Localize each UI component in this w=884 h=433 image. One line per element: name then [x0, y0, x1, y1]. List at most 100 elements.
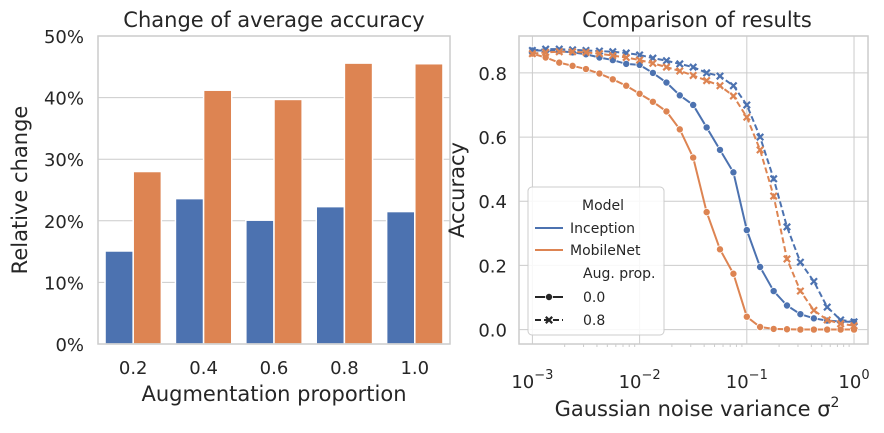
data-point — [715, 245, 724, 254]
data-point — [608, 51, 617, 60]
data-point — [742, 101, 751, 109]
bar-chart-y-tick-label: 50% — [44, 27, 84, 48]
bar-chart-x-tick-label: 0.8 — [330, 358, 359, 379]
line-chart: 0.0 0.2 0.4 0.6 0.8 10−3 10−2 10−1 100 Comparis… — [445, 8, 870, 421]
line-chart-frame — [518, 35, 869, 345]
bar — [245, 219, 275, 345]
bar — [104, 250, 134, 345]
data-point — [622, 59, 631, 68]
data-point — [568, 61, 577, 70]
data-point — [675, 59, 684, 68]
bar — [132, 170, 163, 345]
data-point — [769, 287, 778, 296]
data-point — [836, 325, 845, 334]
data-point — [662, 78, 671, 87]
line-chart-x-tick-label: 10−2 — [619, 368, 661, 393]
bar-chart-frame — [97, 35, 451, 345]
data-point — [729, 92, 738, 100]
data-point — [756, 322, 765, 331]
data-point — [782, 325, 791, 334]
data-point — [689, 153, 698, 162]
data-point — [836, 319, 845, 328]
line-chart-y-tick-label: 0.0 — [478, 321, 507, 342]
bar-chart-y-tick-label: 20% — [44, 212, 84, 233]
line-chart-y-tick-label: 0.2 — [478, 256, 507, 277]
bar-chart-bars — [104, 62, 444, 345]
data-point — [809, 314, 818, 323]
bar — [385, 210, 416, 345]
bar-chart-x-ticks: 0.2 0.4 0.6 0.8 1.0 — [119, 358, 429, 379]
legend-marker — [545, 292, 554, 301]
data-point — [742, 312, 751, 321]
data-point — [689, 71, 698, 80]
data-point — [662, 63, 671, 72]
series-mobilenet-0.8 — [528, 47, 859, 330]
data-point — [716, 72, 724, 81]
data-point — [635, 89, 644, 98]
line-chart-x-tick-label: 10−3 — [511, 368, 553, 393]
data-point — [702, 76, 711, 85]
data-point — [809, 325, 818, 334]
data-point — [823, 325, 832, 334]
data-point — [662, 107, 671, 116]
line-chart-x-ticks: 10−3 10−2 10−1 100 — [511, 344, 870, 393]
bar-chart-x-axis-label: Augmentation proportion — [141, 382, 406, 406]
bar-chart-y-tick-label: 0% — [55, 335, 84, 356]
line-chart-x-axis-label-superscript: 2 — [831, 395, 840, 411]
data-point — [648, 59, 657, 68]
bar — [174, 197, 205, 345]
data-point — [782, 301, 791, 310]
data-point — [675, 66, 684, 75]
data-point — [662, 56, 671, 65]
data-point — [555, 47, 564, 56]
data-point — [528, 49, 537, 58]
data-point — [702, 123, 711, 132]
data-point — [729, 168, 738, 177]
data-point — [783, 255, 791, 263]
data-point — [648, 68, 657, 77]
data-point — [595, 49, 604, 58]
data-point — [648, 97, 657, 106]
bar — [202, 89, 233, 345]
data-point — [796, 325, 805, 334]
data-point — [675, 125, 684, 134]
data-point — [541, 48, 550, 57]
data-point — [796, 310, 805, 319]
data-point — [796, 287, 805, 296]
data-point — [608, 75, 617, 84]
legend-title-aug-prop: Aug. prop. — [583, 266, 655, 282]
bar-chart: 0% 10% 20% 30% 40% 50% 0.2 0.4 0.6 0.8 1.0 Change… — [8, 8, 451, 406]
data-point — [689, 63, 698, 72]
legend-marker — [545, 316, 553, 324]
data-point — [823, 315, 832, 324]
line-chart-y-tick-label: 0.6 — [478, 128, 507, 149]
data-point — [809, 306, 818, 315]
bar-chart-x-tick-label: 0.4 — [189, 358, 218, 379]
data-point — [675, 91, 684, 100]
line-chart-y-tick-label: 0.4 — [478, 192, 507, 213]
bar-chart-y-tick-label: 10% — [44, 273, 84, 294]
data-point — [756, 262, 765, 271]
data-point — [581, 65, 590, 74]
data-point — [850, 321, 859, 330]
bar-chart-y-tick-label: 40% — [44, 89, 84, 110]
data-point — [756, 133, 765, 142]
line-chart-series — [528, 45, 859, 334]
data-point — [716, 81, 724, 90]
line-chart-title: Comparison of results — [582, 8, 812, 32]
legend-title-model: Model — [582, 198, 624, 214]
data-point — [756, 145, 765, 154]
data-point — [635, 56, 644, 65]
line-chart-y-tick-label: 0.8 — [478, 64, 507, 85]
bar-chart-y-axis-label: Relative change — [8, 106, 32, 275]
legend-label: Inception — [570, 221, 635, 237]
line-chart-x-axis-label: Gaussian noise variance σ2 — [555, 395, 840, 421]
data-point — [622, 81, 631, 90]
data-point — [595, 69, 604, 78]
data-point — [715, 145, 724, 154]
data-point — [622, 53, 631, 62]
bar — [343, 62, 374, 345]
line-chart-y-axis-label: Accuracy — [445, 142, 469, 238]
line-chart-x-axis-label-text: Gaussian noise variance σ — [555, 397, 831, 421]
